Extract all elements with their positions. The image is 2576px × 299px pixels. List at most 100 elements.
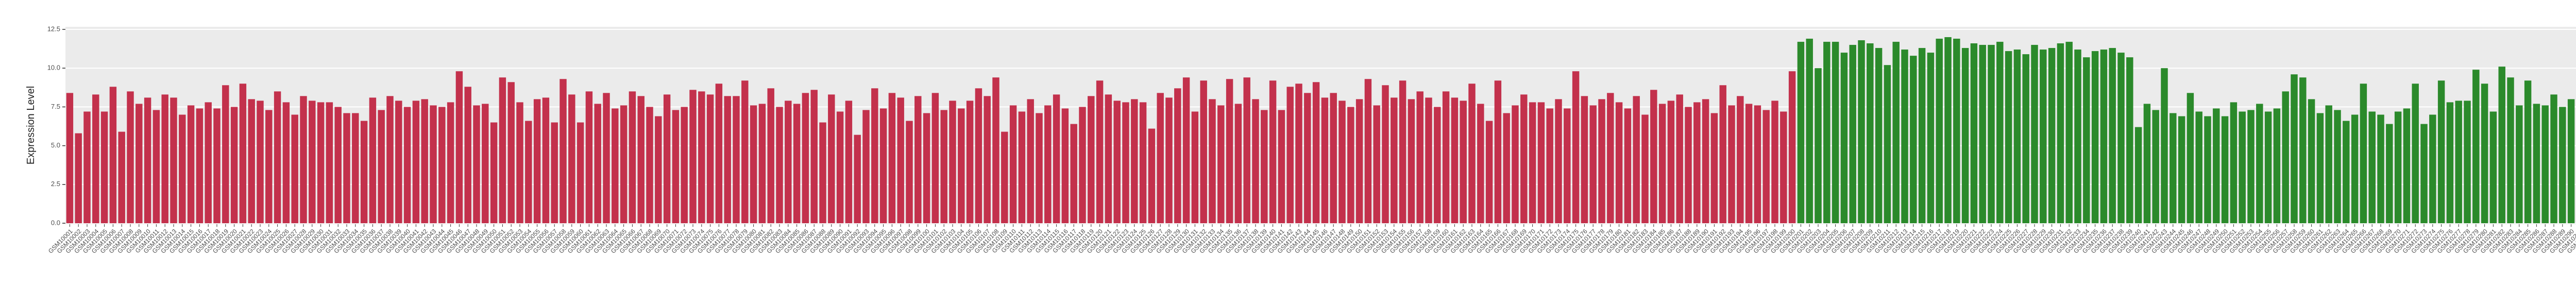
bar (1088, 96, 1095, 223)
bar (1373, 105, 1380, 223)
bar (1771, 101, 1778, 223)
bar (663, 94, 671, 223)
bar (1157, 93, 1164, 223)
bar (455, 71, 463, 223)
bar (1261, 110, 1268, 223)
bar (1442, 91, 1450, 223)
y-tick-label: 10.0 (47, 64, 60, 72)
bar (1823, 42, 1831, 224)
bar (2567, 99, 2575, 223)
bar (2351, 114, 2359, 223)
bar (577, 122, 584, 223)
bar (1936, 39, 1943, 223)
bar (1624, 108, 1632, 223)
bar (2481, 84, 2488, 223)
bar (1503, 113, 1510, 223)
bar (2195, 111, 2202, 223)
bar (1849, 45, 1856, 223)
bar (2472, 70, 2480, 223)
bar (810, 90, 818, 223)
bar (92, 94, 99, 223)
bar (2230, 102, 2238, 223)
bar (2420, 124, 2428, 223)
bar (1546, 108, 1553, 223)
bar (1970, 43, 1978, 224)
bar (2239, 111, 2246, 223)
bar (1460, 101, 1467, 223)
bar (525, 121, 532, 223)
bar (767, 88, 774, 223)
bar (1070, 124, 1077, 223)
bar (2109, 48, 2116, 223)
bar (2498, 67, 2505, 223)
bar (923, 113, 930, 223)
bar (378, 110, 385, 223)
y-axis-title: Expression Level (25, 86, 37, 164)
bar (1598, 99, 1605, 223)
bar (213, 108, 221, 223)
bar (2316, 113, 2324, 223)
bar (1278, 110, 1285, 223)
bar (75, 133, 82, 223)
bar (724, 96, 731, 223)
bar (2161, 68, 2168, 223)
bar (438, 107, 446, 223)
bar (248, 99, 255, 223)
bar (2360, 84, 2367, 223)
bar (135, 104, 143, 223)
bar (205, 102, 212, 223)
bar (949, 101, 956, 223)
bar (1217, 105, 1225, 223)
bar (2334, 110, 2341, 223)
bar (1832, 42, 1839, 224)
bar (655, 116, 662, 223)
bar (2507, 77, 2514, 224)
bar (403, 107, 411, 223)
bar (2299, 77, 2307, 224)
bar (230, 107, 238, 223)
bar (490, 122, 498, 223)
bar (2022, 54, 2029, 224)
bar (1304, 93, 1311, 223)
bar (482, 104, 489, 223)
bar (888, 93, 896, 223)
bar (1434, 107, 1441, 223)
bar (2264, 111, 2272, 223)
bar (282, 102, 290, 223)
bar (542, 97, 550, 223)
bar (776, 107, 783, 223)
bar (334, 107, 342, 223)
bar (1589, 105, 1597, 223)
bar (2291, 74, 2298, 223)
bar (1901, 49, 1908, 223)
bar (1520, 94, 1528, 223)
bar (1537, 102, 1545, 223)
bar (1079, 107, 1086, 223)
bar (533, 99, 541, 223)
bar (2221, 116, 2229, 223)
bar (2247, 110, 2255, 223)
bar (1036, 113, 1043, 223)
bar (758, 104, 766, 223)
bar (1754, 105, 1761, 223)
bar (2126, 57, 2133, 224)
bar (2134, 127, 2142, 223)
bar (966, 101, 974, 223)
bar (430, 105, 437, 223)
bar (1191, 111, 1199, 223)
bar (1737, 96, 1744, 223)
bar (1918, 48, 1926, 223)
bar (1027, 99, 1034, 223)
bar (257, 101, 264, 223)
bar (179, 114, 186, 223)
bar (1693, 102, 1701, 223)
bar (1615, 102, 1623, 223)
bar (1581, 96, 1588, 223)
bar (1252, 99, 1259, 223)
bar (620, 105, 628, 223)
bar (879, 108, 887, 223)
bar (1996, 42, 2004, 224)
bar (2074, 49, 2081, 223)
